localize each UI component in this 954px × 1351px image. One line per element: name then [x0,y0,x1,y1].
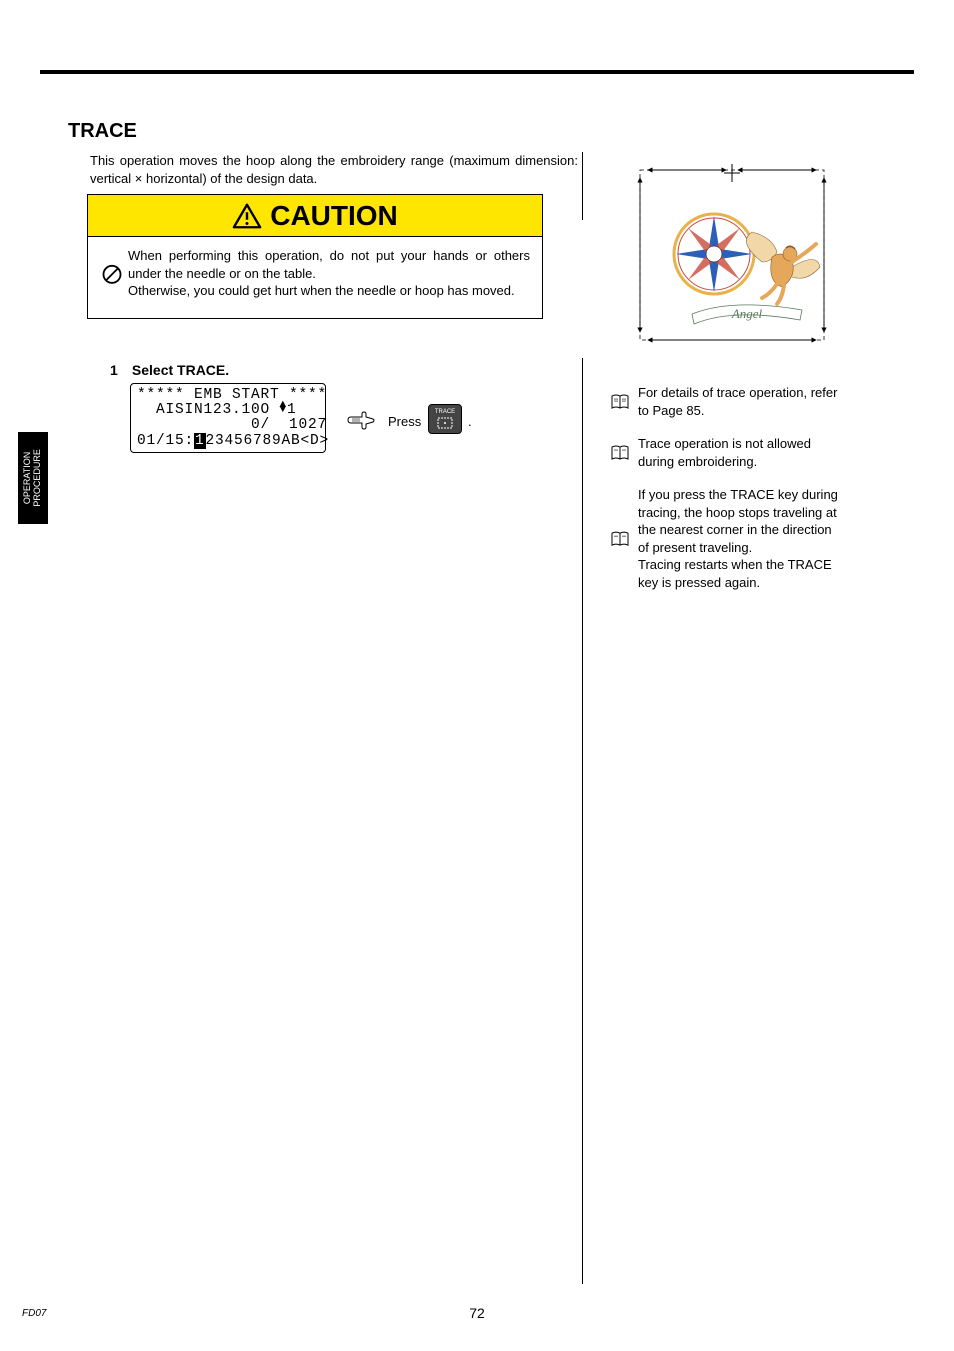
warning-triangle-icon [232,202,262,230]
book-icon [610,385,630,419]
side-tab-line2: PROCEDURE [32,449,42,507]
note-1: For details of trace operation, refer to… [610,384,845,419]
caution-text: When performing this operation, do not p… [128,247,530,300]
book-icon [610,436,630,470]
step-number: 1 [110,362,128,378]
trace-key-label: TRACE [435,409,455,415]
note-1-text: For details of trace operation, refer to… [638,384,845,419]
press-label: Press [388,414,421,429]
svg-text:Angel: Angel [731,306,763,321]
press-period: . [468,414,472,429]
note-3: If you press the TRACE key during tracin… [610,486,845,591]
prohibit-icon [102,249,122,300]
note-3-text: If you press the TRACE key during tracin… [638,486,845,591]
trace-key-icon [436,416,454,430]
side-tab-line1: OPERATION [22,452,32,504]
note-2: Trace operation is not allowed during em… [610,435,845,470]
notes-panel: For details of trace operation, refer to… [610,384,845,607]
footer-code: FD07 [22,1308,46,1319]
book-icon [610,487,630,591]
caution-header: CAUTION [88,195,542,237]
caution-line1: When performing this operation, do not p… [128,248,530,281]
trace-diagram: Angel [632,162,832,348]
column-divider [582,358,583,1284]
intro-text: This operation moves the hoop along the … [90,152,578,188]
top-rule [40,70,914,74]
caution-box: CAUTION When performing this operation, … [87,194,543,319]
lcd-line-3: 0/ 1027 [137,418,319,433]
caution-label: CAUTION [270,200,398,232]
caution-line2: Otherwise, you could get hurt when the n… [128,283,515,298]
lcd-line-1: ***** EMB START **** [137,388,319,403]
column-divider [582,152,583,220]
page-title: TRACE [68,120,137,143]
step-1-label: 1 Select TRACE. [110,362,229,378]
step-text: Select TRACE. [132,362,229,378]
note-2-text: Trace operation is not allowed during em… [638,435,845,470]
lcd-display: ***** EMB START **** AISIN123.10O ▲▼1 0/… [130,383,326,453]
side-tab-operation-procedure: OPERATION PROCEDURE [18,432,48,524]
page-number: 72 [469,1305,485,1321]
trace-key-button[interactable]: TRACE [428,404,462,434]
lcd-line-4: 01/15:123456789AB<D> [137,434,319,449]
pointing-hand-icon [346,410,376,430]
lcd-line-2: AISIN123.10O ▲▼1 [137,403,319,418]
